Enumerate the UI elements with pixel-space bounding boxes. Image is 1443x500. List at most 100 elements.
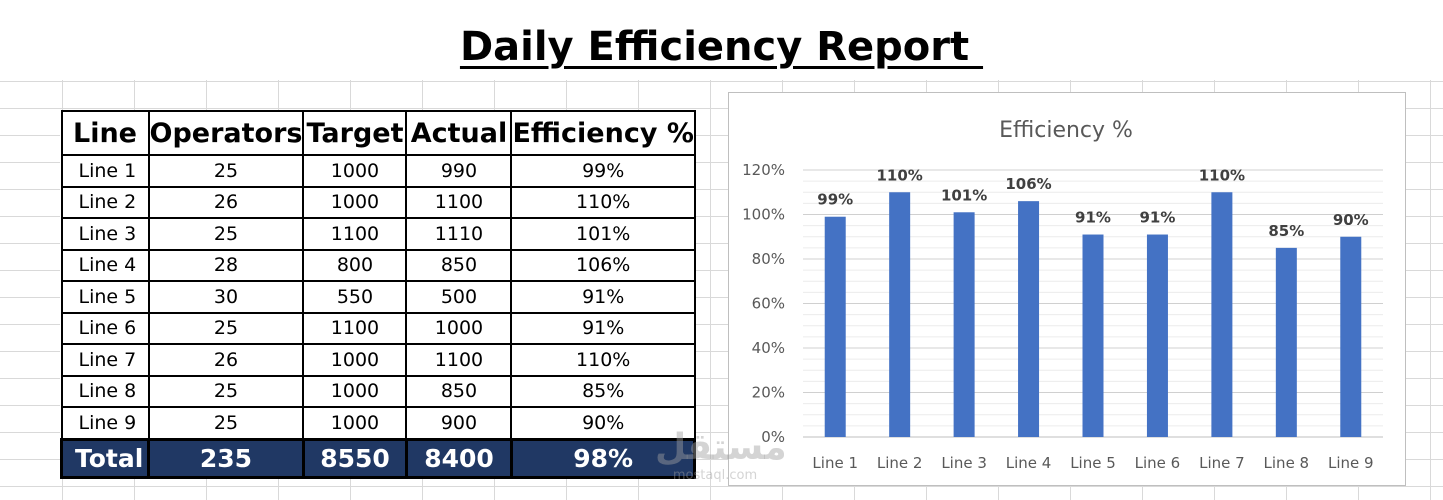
actual-cell[interactable]: 1100 [405, 185, 513, 219]
efficiency-cell[interactable]: 99% [510, 154, 696, 188]
actual-cell[interactable]: 500 [405, 280, 513, 314]
report-title-text: Daily Efficiency Report [459, 24, 984, 70]
table-row: Line 6 25 1100 1000 91% [60, 311, 696, 345]
bar[interactable] [1146, 234, 1168, 437]
actual-cell[interactable]: 1100 [405, 343, 513, 377]
table-row: Line 1 25 1000 990 99% [60, 154, 696, 188]
operators-cell[interactable]: 25 [147, 154, 305, 188]
total-efficiency-cell[interactable]: 98% [509, 437, 697, 479]
bar[interactable] [889, 192, 911, 437]
bar[interactable] [1082, 234, 1104, 437]
bar[interactable] [1275, 247, 1297, 437]
line-cell[interactable]: Line 2 [60, 185, 150, 219]
efficiency-cell[interactable]: 110% [510, 185, 696, 219]
total-row: Total 235 8550 8400 98% [60, 437, 697, 479]
data-label: 90% [1333, 211, 1369, 229]
table-row: Line 4 28 800 850 106% [60, 248, 696, 282]
actual-cell[interactable]: 1110 [405, 217, 513, 251]
data-label: 101% [941, 186, 987, 204]
header-efficiency[interactable]: Efficiency % [510, 110, 696, 156]
efficiency-cell[interactable]: 85% [510, 374, 696, 408]
bar[interactable] [1018, 201, 1040, 437]
total-target-cell[interactable]: 8550 [301, 437, 408, 479]
line-cell[interactable]: Line 3 [60, 217, 150, 251]
chart-data-labels: 99% 110% 101% 106% 91% 91% 110% 85% 90% [817, 166, 1368, 240]
operators-cell[interactable]: 25 [147, 217, 305, 251]
actual-cell[interactable]: 850 [405, 248, 513, 282]
x-tick-label: Line 9 [1328, 454, 1374, 472]
target-cell[interactable]: 800 [302, 248, 408, 282]
bar[interactable] [1211, 192, 1233, 437]
line-cell[interactable]: Line 7 [60, 343, 150, 377]
line-cell[interactable]: Line 1 [60, 154, 150, 188]
line-cell[interactable]: Line 8 [60, 374, 150, 408]
data-label: 106% [1005, 175, 1051, 193]
x-tick-label: Line 1 [812, 454, 858, 472]
table-header-row: Line Operators Target Actual Efficiency … [60, 110, 696, 156]
bar[interactable] [1340, 236, 1362, 437]
efficiency-cell[interactable]: 91% [510, 311, 696, 345]
total-actual-cell[interactable]: 8400 [404, 437, 513, 479]
data-label: 99% [817, 191, 853, 209]
efficiency-chart[interactable]: Efficiency % 99% 110% 101% 106% 91% 91% 110% 85… [728, 92, 1406, 486]
table-row: Line 2 26 1000 1100 110% [60, 185, 696, 219]
efficiency-cell[interactable]: 110% [510, 343, 696, 377]
efficiency-cell[interactable]: 106% [510, 248, 696, 282]
target-cell[interactable]: 550 [302, 280, 408, 314]
x-tick-label: Line 8 [1264, 454, 1310, 472]
table-row: Line 3 25 1100 1110 101% [60, 217, 696, 251]
operators-cell[interactable]: 28 [147, 248, 305, 282]
bar[interactable] [824, 216, 846, 437]
chart-y-axis: 0% 20% 40% 60% 80% 100% 120% [742, 161, 785, 446]
total-label-cell[interactable]: Total [60, 437, 150, 479]
target-cell[interactable]: 1100 [302, 217, 408, 251]
data-label: 110% [876, 166, 922, 184]
y-tick-label: 20% [752, 384, 785, 402]
header-actual[interactable]: Actual [405, 110, 513, 156]
operators-cell[interactable]: 30 [147, 280, 305, 314]
operators-cell[interactable]: 25 [147, 311, 305, 345]
efficiency-table: Line Operators Target Actual Efficiency … [60, 110, 697, 479]
actual-cell[interactable]: 990 [405, 154, 513, 188]
line-cell[interactable]: Line 5 [60, 280, 150, 314]
header-target[interactable]: Target [302, 110, 408, 156]
x-tick-label: Line 6 [1135, 454, 1181, 472]
operators-cell[interactable]: 25 [147, 374, 305, 408]
target-cell[interactable]: 1000 [302, 343, 408, 377]
y-tick-label: 100% [742, 206, 785, 224]
y-tick-label: 0% [761, 428, 785, 446]
x-tick-label: Line 3 [941, 454, 987, 472]
table-row: Line 7 26 1000 1100 110% [60, 343, 696, 377]
chart-x-axis: Line 1 Line 2 Line 3 Line 4 Line 5 Line 6 Line… [812, 454, 1373, 472]
data-label: 91% [1139, 209, 1175, 227]
efficiency-cell[interactable]: 90% [510, 406, 696, 440]
line-cell[interactable]: Line 6 [60, 311, 150, 345]
x-tick-label: Line 7 [1199, 454, 1245, 472]
actual-cell[interactable]: 850 [405, 374, 513, 408]
actual-cell[interactable]: 900 [405, 406, 513, 440]
y-tick-label: 60% [752, 295, 785, 313]
efficiency-cell[interactable]: 91% [510, 280, 696, 314]
x-tick-label: Line 5 [1070, 454, 1116, 472]
header-line[interactable]: Line [60, 110, 150, 156]
target-cell[interactable]: 1000 [302, 185, 408, 219]
y-tick-label: 120% [742, 161, 785, 179]
x-tick-label: Line 4 [1006, 454, 1052, 472]
efficiency-cell[interactable]: 101% [510, 217, 696, 251]
operators-cell[interactable]: 26 [147, 343, 305, 377]
line-cell[interactable]: Line 9 [60, 406, 150, 440]
chart-canvas: Efficiency % 99% 110% 101% 106% 91% 91% 110% 85… [742, 118, 1383, 472]
target-cell[interactable]: 1000 [302, 374, 408, 408]
line-cell[interactable]: Line 4 [60, 248, 150, 282]
x-tick-label: Line 2 [877, 454, 923, 472]
table-row: Line 8 25 1000 850 85% [60, 374, 696, 408]
header-operators[interactable]: Operators [147, 110, 305, 156]
total-operators-cell[interactable]: 235 [147, 437, 305, 479]
target-cell[interactable]: 1000 [302, 406, 408, 440]
actual-cell[interactable]: 1000 [405, 311, 513, 345]
operators-cell[interactable]: 25 [147, 406, 305, 440]
target-cell[interactable]: 1100 [302, 311, 408, 345]
bar[interactable] [953, 212, 975, 437]
operators-cell[interactable]: 26 [147, 185, 305, 219]
target-cell[interactable]: 1000 [302, 154, 408, 188]
